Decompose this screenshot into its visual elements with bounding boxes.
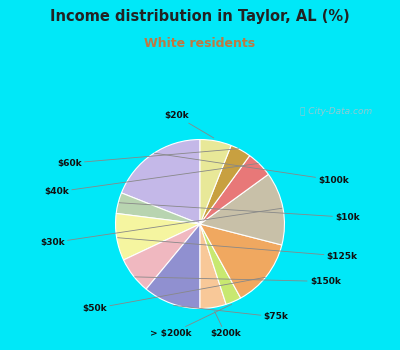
Text: $125k: $125k <box>118 238 358 261</box>
Wedge shape <box>200 146 250 224</box>
Wedge shape <box>200 224 226 308</box>
Wedge shape <box>200 174 284 245</box>
Wedge shape <box>116 193 200 224</box>
Text: Income distribution in Taylor, AL (%): Income distribution in Taylor, AL (%) <box>50 9 350 24</box>
Text: $20k: $20k <box>164 111 214 138</box>
Text: $60k: $60k <box>57 149 239 168</box>
Text: Ⓢ City-Data.com: Ⓢ City-Data.com <box>300 106 372 116</box>
Text: $150k: $150k <box>135 277 341 286</box>
Wedge shape <box>146 224 200 308</box>
Text: > $200k: > $200k <box>150 304 232 338</box>
Wedge shape <box>122 140 200 224</box>
Text: $40k: $40k <box>44 163 258 196</box>
Text: $50k: $50k <box>82 277 265 313</box>
Wedge shape <box>200 224 241 304</box>
Wedge shape <box>200 156 268 224</box>
Text: $75k: $75k <box>174 306 288 321</box>
Text: $30k: $30k <box>40 208 282 247</box>
Text: $200k: $200k <box>210 312 241 338</box>
Text: White residents: White residents <box>144 37 256 50</box>
Text: $100k: $100k <box>154 153 349 184</box>
Wedge shape <box>200 140 231 224</box>
Wedge shape <box>116 214 200 260</box>
Wedge shape <box>124 224 200 289</box>
Text: $10k: $10k <box>119 203 360 222</box>
Wedge shape <box>200 224 282 298</box>
